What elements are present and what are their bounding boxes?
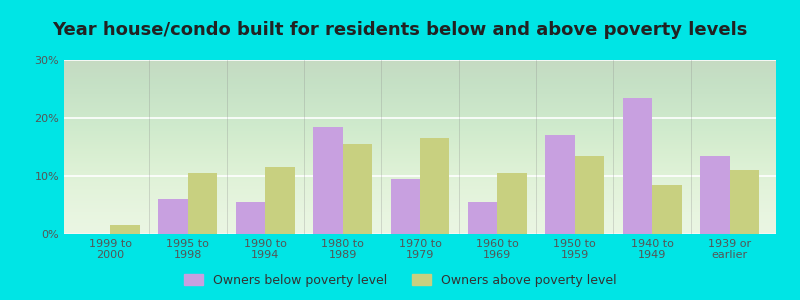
Bar	[468, 202, 498, 234]
Bar	[266, 167, 294, 234]
Bar	[498, 173, 527, 234]
Bar	[574, 156, 604, 234]
Legend: Owners below poverty level, Owners above poverty level: Owners below poverty level, Owners above…	[180, 270, 620, 291]
Bar	[730, 170, 759, 234]
Bar	[546, 135, 574, 234]
Bar	[236, 202, 266, 234]
Bar	[158, 199, 188, 234]
Bar	[314, 127, 342, 234]
Bar	[110, 225, 140, 234]
Bar	[420, 138, 450, 234]
Bar	[390, 179, 420, 234]
Bar	[188, 173, 218, 234]
Bar	[342, 144, 372, 234]
Text: Year house/condo built for residents below and above poverty levels: Year house/condo built for residents bel…	[52, 21, 748, 39]
Bar	[652, 185, 682, 234]
Bar	[700, 156, 730, 234]
Bar	[622, 98, 652, 234]
